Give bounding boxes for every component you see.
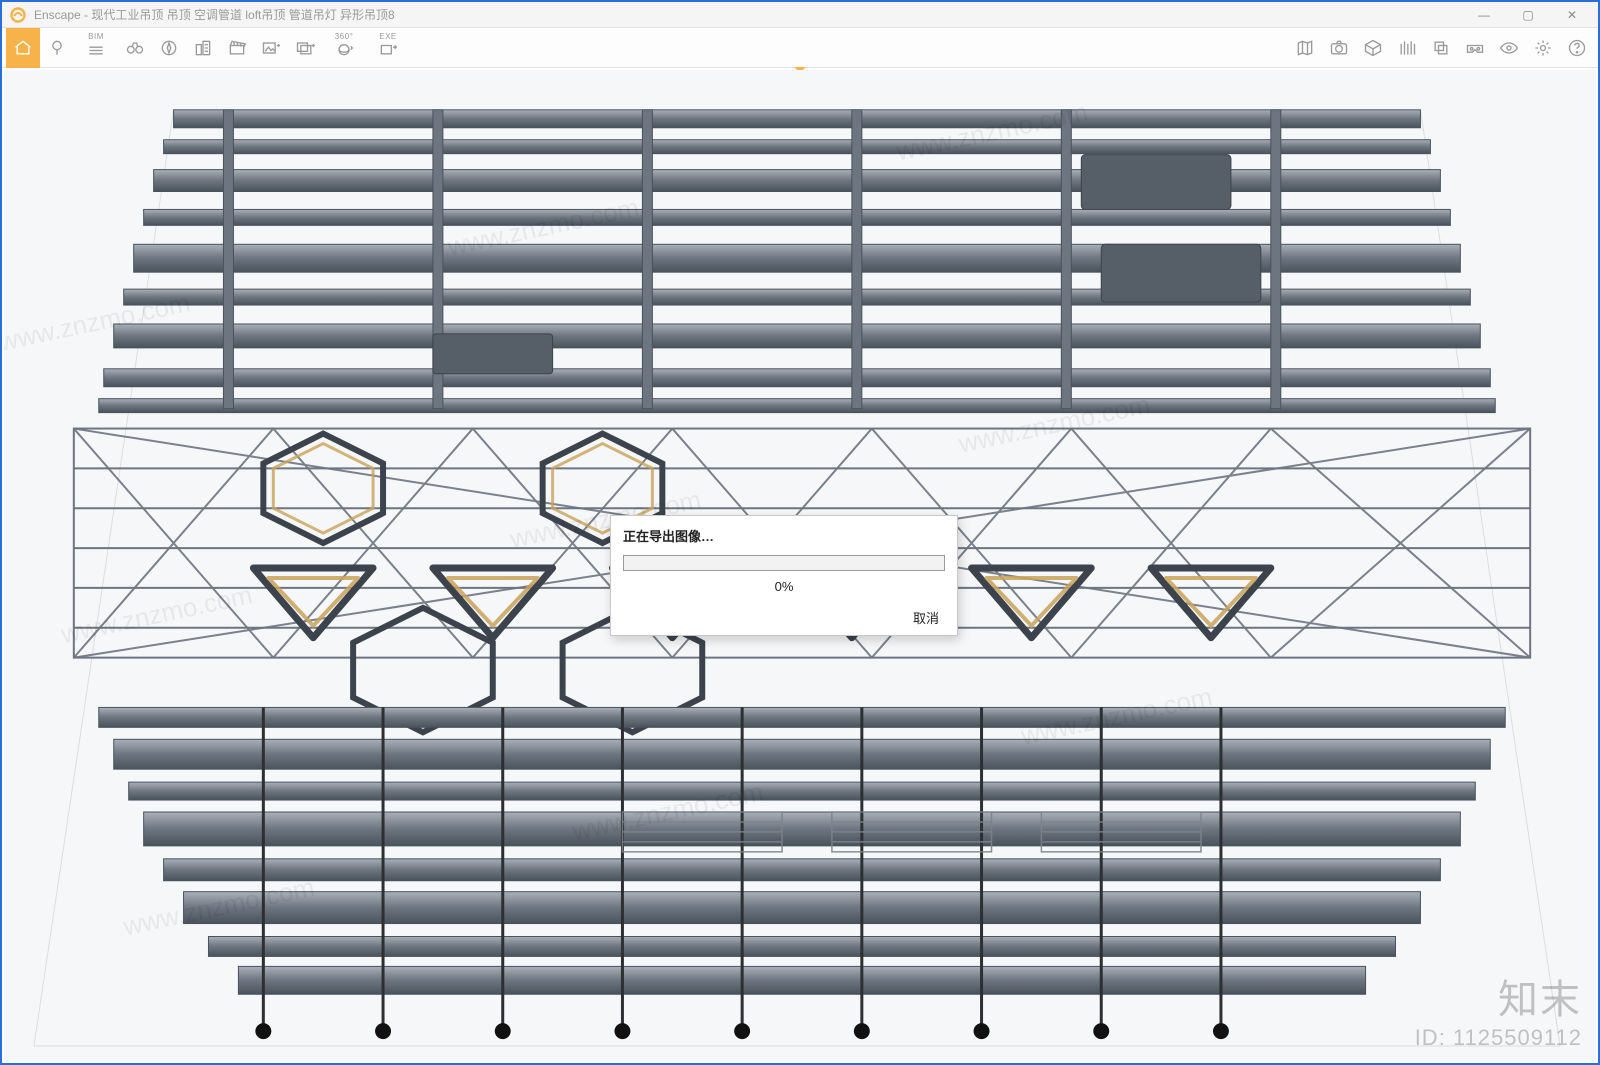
- layers-button[interactable]: [1424, 28, 1458, 68]
- map-icon: [1295, 38, 1315, 58]
- bim-button[interactable]: BIM: [74, 28, 118, 68]
- buildings-icon: [193, 38, 213, 58]
- panorama-icon: [334, 38, 354, 58]
- layers-icon: [1431, 38, 1451, 58]
- export-image-icon: [260, 38, 282, 58]
- close-icon: ✕: [1567, 8, 1577, 22]
- maximize-button[interactable]: ▢: [1506, 2, 1550, 28]
- vr-icon: [1464, 38, 1486, 58]
- cube-button[interactable]: [1356, 28, 1390, 68]
- cancel-button[interactable]: 取消: [907, 609, 945, 628]
- gear-button[interactable]: [1526, 28, 1560, 68]
- home-icon: [13, 38, 33, 58]
- cube-icon: [1363, 38, 1383, 58]
- compass-button[interactable]: [152, 28, 186, 68]
- minimize-button[interactable]: —: [1462, 2, 1506, 28]
- export-exe-button[interactable]: EXE: [366, 28, 410, 68]
- compass-icon: [159, 38, 179, 58]
- toolbar-right-group: [1288, 28, 1594, 67]
- eye-button[interactable]: [1492, 28, 1526, 68]
- titlebar: Enscape - 现代工业吊顶 吊顶 空调管道 loft吊顶 管道吊灯 异形吊…: [2, 2, 1598, 28]
- window-controls: — ▢ ✕: [1462, 2, 1594, 28]
- clapper-button[interactable]: [220, 28, 254, 68]
- panorama-label: 360°: [335, 32, 354, 41]
- export-exe-icon: [378, 38, 398, 58]
- vr-button[interactable]: [1458, 28, 1492, 68]
- help-icon: [1567, 38, 1587, 58]
- pin-icon: [47, 38, 67, 58]
- bim-icon: [86, 38, 106, 58]
- export-batch-icon: [294, 38, 316, 58]
- export-image-button[interactable]: [254, 28, 288, 68]
- gear-icon: [1533, 38, 1553, 58]
- panorama-button[interactable]: 360°: [322, 28, 366, 68]
- eye-icon: [1498, 38, 1520, 58]
- home-button[interactable]: [6, 28, 40, 68]
- minimize-icon: —: [1478, 8, 1490, 22]
- close-button[interactable]: ✕: [1550, 2, 1594, 28]
- help-button[interactable]: [1560, 28, 1594, 68]
- exe-label: EXE: [379, 32, 397, 41]
- export-batch-button[interactable]: [288, 28, 322, 68]
- binoculars-button[interactable]: [118, 28, 152, 68]
- map-button[interactable]: [1288, 28, 1322, 68]
- window-title: Enscape - 现代工业吊顶 吊顶 空调管道 loft吊顶 管道吊灯 异形吊…: [34, 6, 395, 23]
- toolbar: BIM 360° EXE: [2, 28, 1598, 68]
- export-progress-percent: 0%: [623, 579, 945, 594]
- clapper-icon: [227, 38, 247, 58]
- app-logo-icon: [10, 7, 26, 23]
- pin-button[interactable]: [40, 28, 74, 68]
- toolbar-left-group: BIM 360° EXE: [6, 28, 410, 67]
- columns-button[interactable]: [1390, 28, 1424, 68]
- export-progress-bar: [623, 555, 945, 571]
- binoculars-icon: [124, 38, 146, 58]
- columns-icon: [1397, 38, 1417, 58]
- camera-button[interactable]: [1322, 28, 1356, 68]
- toolbar-spacer: [410, 28, 1288, 67]
- viewport[interactable]: www.znzmo.com www.znzmo.com www.znzmo.co…: [4, 70, 1596, 1061]
- bim-label: BIM: [88, 32, 104, 41]
- camera-icon: [1329, 38, 1349, 58]
- export-dialog: 正在导出图像… 0% 取消: [610, 515, 958, 636]
- buildings-button[interactable]: [186, 28, 220, 68]
- export-dialog-message: 正在导出图像…: [623, 526, 945, 545]
- maximize-icon: ▢: [1522, 8, 1533, 22]
